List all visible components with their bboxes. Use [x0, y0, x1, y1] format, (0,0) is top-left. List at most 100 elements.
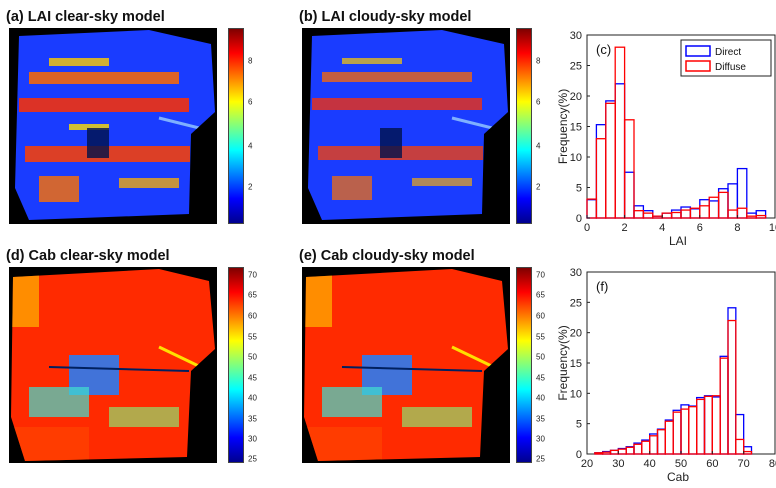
histogram-bar [696, 396, 706, 455]
y-tick-label: 10 [570, 152, 582, 164]
histogram-bar [689, 207, 701, 219]
plot-frame [586, 34, 776, 219]
panel-title-b: (b) LAI cloudy-sky model [299, 9, 472, 25]
histogram-bar [641, 440, 651, 455]
cab-clear-map [9, 267, 217, 463]
cb-tick: 4 [248, 141, 253, 151]
histogram-bar [642, 212, 654, 219]
histogram-bar [688, 405, 698, 455]
cb-tick: 60 [536, 311, 545, 321]
legend-swatch [685, 45, 711, 57]
lai-cloudy-map [302, 28, 510, 224]
cb-tick: 40 [248, 393, 257, 403]
cb-tick: 45 [536, 373, 545, 383]
histogram-bar [641, 439, 651, 455]
lai-clear-map [9, 28, 217, 224]
histogram-bar [625, 446, 635, 455]
panel-title-a: (a) LAI clear-sky model [6, 9, 165, 25]
cb-tick: 65 [536, 290, 545, 300]
histogram-bar [680, 209, 692, 219]
histogram-bar [689, 208, 701, 219]
histogram-bar [736, 167, 748, 219]
histogram-bar [746, 212, 757, 219]
y-axis-label: Frequency(%) [556, 325, 570, 400]
histogram-bar [617, 447, 627, 455]
panel-title-d: (d) Cab clear-sky model [6, 248, 170, 264]
cb-tick: 30 [248, 434, 257, 444]
cb-tick: 60 [248, 311, 257, 321]
histogram-bar [755, 214, 767, 219]
histogram-bar [623, 171, 635, 219]
histogram-bar [656, 429, 666, 455]
plot-frame [586, 271, 776, 455]
cab-colorbar-e-ticks: 70 65 60 55 50 45 40 35 30 25 [536, 267, 556, 463]
cb-tick: 8 [248, 56, 253, 66]
histogram-bar [708, 200, 720, 219]
histogram-bar [609, 449, 619, 455]
histogram-bar [652, 215, 663, 219]
cab-cloudy-map [302, 267, 510, 463]
histogram-bar [727, 307, 737, 455]
histogram-bar [711, 395, 721, 455]
cb-tick: 2 [536, 182, 541, 192]
histogram-bar [625, 446, 635, 455]
y-tick-label: 20 [570, 91, 582, 103]
lai-colorbar-a-ticks: 8 6 4 2 [248, 28, 268, 224]
x-tick-label: 8 [734, 222, 740, 234]
histogram-bar [602, 451, 612, 455]
cab-colorbar-d [228, 267, 244, 463]
cb-tick: 35 [248, 414, 257, 424]
cb-tick: 65 [248, 290, 257, 300]
y-tick-label: 25 [570, 61, 582, 73]
legend-label: Direct [715, 47, 741, 58]
histogram-bar [652, 215, 663, 219]
cab-colorbar-e [516, 267, 532, 463]
histogram-bar [711, 396, 721, 455]
histogram-bar [586, 198, 598, 219]
cb-tick: 70 [536, 270, 545, 280]
x-tick-label: 60 [706, 458, 718, 470]
histogram-bar [664, 420, 674, 455]
cb-tick: 6 [536, 97, 541, 107]
histogram-bar [746, 215, 757, 219]
histogram-bar [594, 452, 604, 455]
x-tick-label: 0 [584, 222, 590, 234]
x-tick-label: 30 [612, 458, 624, 470]
cb-tick: 50 [536, 352, 545, 362]
histogram-bar [656, 428, 666, 455]
histogram-bar [672, 409, 682, 455]
histogram-bar [688, 406, 698, 455]
legend-box [680, 39, 772, 77]
cb-tick: 30 [536, 434, 545, 444]
histogram-bar [614, 83, 626, 219]
lai-colorbar-a [228, 28, 244, 224]
histogram-bar [672, 411, 682, 455]
histogram-bar [736, 207, 748, 219]
histogram-bar [623, 119, 635, 219]
histogram-bar [642, 210, 654, 219]
cb-tick: 6 [248, 97, 253, 107]
panel-label: (f) [596, 279, 608, 294]
histogram-bar [727, 319, 737, 455]
y-tick-label: 0 [576, 213, 582, 225]
histogram-bar [602, 450, 612, 455]
histogram-bar [703, 395, 713, 455]
x-tick-label: 20 [581, 458, 593, 470]
cb-tick: 55 [536, 332, 545, 342]
histogram-bar [735, 413, 745, 455]
x-tick-label: 10 [769, 222, 776, 234]
y-tick-label: 5 [576, 419, 582, 431]
y-tick-label: 25 [570, 297, 582, 309]
lai-colorbar-b-ticks: 8 6 4 2 [536, 28, 556, 224]
histogram-bar [703, 395, 713, 455]
histogram-bar [699, 199, 710, 219]
histogram-bar [708, 196, 720, 219]
legend-label: Diffuse [715, 62, 746, 73]
cb-tick: 70 [248, 270, 257, 280]
histogram-bar [699, 205, 710, 219]
x-tick-label: 40 [644, 458, 656, 470]
cb-tick: 25 [248, 454, 257, 464]
histogram-bar [670, 211, 682, 219]
cb-tick: 50 [248, 352, 257, 362]
histogram-bar [595, 124, 607, 219]
